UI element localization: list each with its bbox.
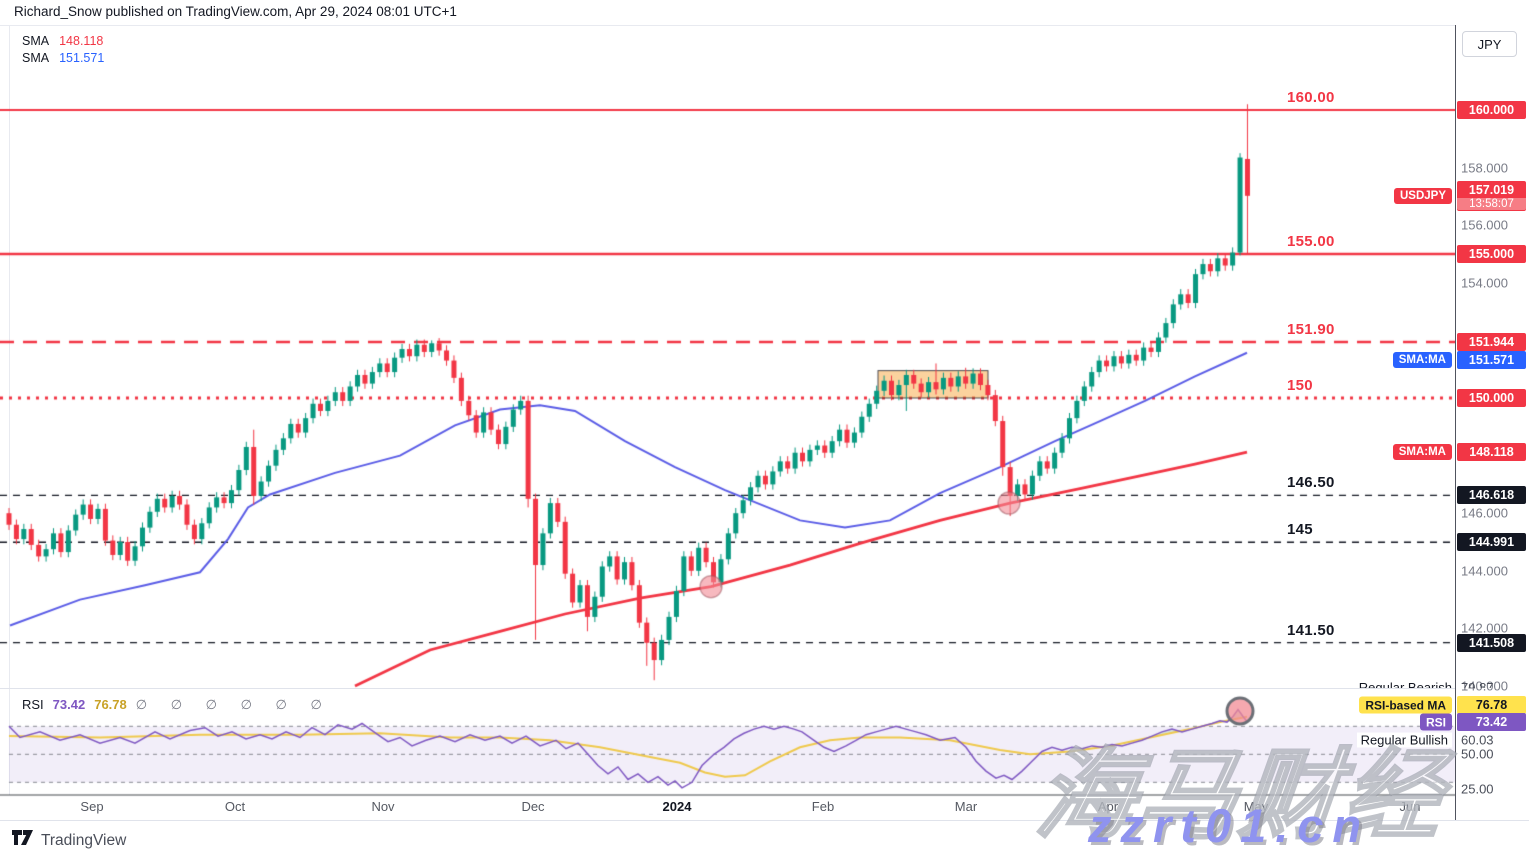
rsi-axis-tick: 25.00 bbox=[1461, 781, 1494, 797]
indicator-legend: SMA 148.118 SMA 151.571 bbox=[22, 34, 104, 68]
rsi-label: RSI bbox=[22, 697, 44, 712]
price-axis-badge: 151.571 bbox=[1457, 351, 1526, 369]
price-axis-tick: 154.000 bbox=[1461, 275, 1508, 291]
price-axis-border[interactable] bbox=[1455, 25, 1456, 820]
price-axis-badge: 151.944 bbox=[1457, 333, 1526, 351]
time-axis-border bbox=[0, 820, 1529, 821]
rsi-ma-value: 76.78 bbox=[94, 697, 127, 712]
regular-bullish-value: 60.03 bbox=[1461, 732, 1494, 748]
sma-label: SMA bbox=[22, 34, 50, 48]
level-label: 155.00 bbox=[1287, 233, 1335, 250]
series-float-label: SMA:MA bbox=[1392, 444, 1452, 461]
badge-price: 141.508 bbox=[1468, 635, 1515, 650]
time-axis-label: Nov bbox=[371, 799, 395, 814]
badge-price: 151.944 bbox=[1468, 335, 1515, 349]
rsi-legend[interactable]: RSI 73.42 76.78 ∅ ∅ ∅ ∅ ∅ ∅ bbox=[22, 697, 341, 713]
rsi-value: 73.42 bbox=[52, 697, 86, 712]
tradingview-brand-text: TradingView bbox=[41, 831, 127, 849]
sma-value: 151.571 bbox=[59, 51, 105, 65]
currency-button[interactable]: JPY bbox=[1462, 31, 1517, 57]
level-label: 150 bbox=[1287, 377, 1313, 394]
time-axis-label: 2024 bbox=[662, 799, 692, 814]
level-label: 145 bbox=[1287, 521, 1313, 539]
publish-header: Richard_Snow published on TradingView.co… bbox=[14, 4, 457, 19]
badge-price: 146.618 bbox=[1468, 488, 1515, 503]
pane-separator[interactable] bbox=[0, 688, 1455, 689]
price-axis-badge: 160.000 bbox=[1457, 101, 1526, 119]
sma-legend-row[interactable]: SMA 151.571 bbox=[22, 51, 104, 68]
price-axis-tick: 140.000 bbox=[1461, 678, 1508, 694]
time-axis-label: Oct bbox=[224, 799, 246, 814]
tradingview-logo-icon bbox=[12, 829, 33, 852]
badge-price: 150.000 bbox=[1468, 391, 1515, 405]
rsi-axis-tick: 50.00 bbox=[1461, 746, 1494, 762]
regular-bullish-label: Regular Bullish bbox=[1356, 732, 1452, 748]
time-axis-label: Dec bbox=[521, 799, 545, 814]
price-axis-tick: 144.000 bbox=[1461, 563, 1508, 579]
price-axis-tick: 156.000 bbox=[1461, 217, 1508, 233]
badge-price: 148.118 bbox=[1469, 445, 1514, 460]
price-axis-badge: 146.618 bbox=[1457, 486, 1526, 505]
price-axis-badge: 141.508 bbox=[1457, 633, 1526, 652]
footer-brand[interactable]: TradingView bbox=[12, 829, 126, 852]
price-axis-badge: 148.118 bbox=[1457, 443, 1526, 462]
price-axis-badge: 144.991 bbox=[1457, 533, 1526, 552]
regular-bearish-value: 79.87 bbox=[1461, 680, 1494, 688]
badge-price: 144.991 bbox=[1468, 535, 1515, 550]
time-axis-label: Sep bbox=[80, 799, 104, 814]
price-axis-badge: 155.000 bbox=[1457, 245, 1526, 263]
rsi-value-badge: 73.42 bbox=[1457, 713, 1526, 731]
price-axis-badge: 150.000 bbox=[1457, 389, 1526, 407]
time-axis-label: Mar bbox=[954, 799, 978, 814]
chart-canvas[interactable] bbox=[0, 25, 1455, 820]
price-axis-tick: 158.000 bbox=[1461, 160, 1508, 176]
time-axis-label: Jun bbox=[1399, 799, 1421, 814]
level-label: 151.90 bbox=[1287, 321, 1335, 338]
countdown-badge: 13:58:07 bbox=[1457, 197, 1526, 210]
rsi-params: ∅ ∅ ∅ ∅ ∅ ∅ bbox=[135, 697, 332, 712]
rsi-ma-float-label: RSI-based MA bbox=[1359, 696, 1452, 714]
price-axis-tick: 142.000 bbox=[1461, 620, 1508, 636]
badge-price: 155.000 bbox=[1468, 247, 1515, 261]
time-axis-label: Feb bbox=[811, 799, 835, 814]
level-label: 146.50 bbox=[1287, 474, 1335, 492]
rsi-ma-value-badge: 76.78 bbox=[1457, 696, 1526, 714]
badge-price: 157.019 bbox=[1468, 182, 1515, 197]
regular-bearish-label: Regular Bearish bbox=[1358, 680, 1452, 688]
price-axis-tick: 146.000 bbox=[1461, 505, 1508, 521]
badge-price: 160.000 bbox=[1468, 103, 1515, 117]
sma-label: SMA bbox=[22, 51, 50, 65]
time-axis-label: May bbox=[1243, 799, 1269, 814]
sma-value: 148.118 bbox=[59, 34, 104, 48]
level-label: 141.50 bbox=[1287, 621, 1335, 639]
sma-legend-row[interactable]: SMA 148.118 bbox=[22, 34, 104, 51]
regular-bearish-row-clipped: Regular Bearish 79.87 bbox=[0, 679, 1529, 688]
rsi-float-label: RSI bbox=[1419, 713, 1452, 731]
series-float-label: USDJPY bbox=[1393, 187, 1452, 204]
price-axis-badge: 157.019 13:58:07 bbox=[1457, 180, 1526, 211]
level-label: 160.00 bbox=[1287, 89, 1335, 106]
time-axis-label: Apr bbox=[1097, 799, 1119, 814]
badge-price: 151.571 bbox=[1468, 353, 1515, 367]
series-float-label: SMA:MA bbox=[1392, 352, 1452, 368]
